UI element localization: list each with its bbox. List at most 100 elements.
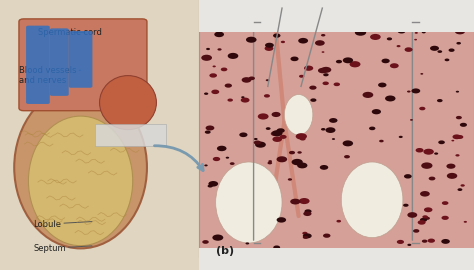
- Circle shape: [209, 181, 218, 187]
- Circle shape: [363, 92, 374, 98]
- Text: Spermatic cord: Spermatic cord: [38, 28, 102, 37]
- Circle shape: [379, 140, 383, 142]
- Circle shape: [434, 153, 438, 155]
- Circle shape: [420, 191, 430, 197]
- Circle shape: [225, 83, 232, 88]
- Circle shape: [460, 123, 467, 127]
- Circle shape: [438, 50, 442, 53]
- Circle shape: [447, 173, 457, 179]
- Circle shape: [398, 29, 406, 33]
- Circle shape: [422, 215, 428, 218]
- Circle shape: [420, 218, 427, 222]
- Circle shape: [201, 55, 212, 61]
- Circle shape: [326, 24, 332, 28]
- Circle shape: [212, 235, 223, 241]
- Circle shape: [228, 99, 233, 102]
- Circle shape: [456, 135, 463, 139]
- Circle shape: [438, 140, 445, 144]
- Circle shape: [461, 184, 465, 187]
- Circle shape: [349, 61, 361, 68]
- Circle shape: [230, 162, 235, 165]
- Circle shape: [322, 82, 329, 85]
- Circle shape: [397, 45, 401, 47]
- FancyBboxPatch shape: [199, 0, 474, 256]
- Circle shape: [204, 164, 208, 166]
- Circle shape: [293, 26, 304, 32]
- Circle shape: [241, 96, 245, 98]
- Circle shape: [210, 19, 219, 24]
- Circle shape: [329, 118, 337, 123]
- Circle shape: [337, 220, 341, 222]
- Circle shape: [321, 27, 329, 31]
- Circle shape: [280, 135, 287, 139]
- Circle shape: [405, 47, 412, 52]
- Circle shape: [201, 20, 212, 26]
- Circle shape: [447, 164, 456, 169]
- Circle shape: [428, 177, 436, 180]
- Circle shape: [390, 63, 399, 68]
- Circle shape: [266, 24, 272, 28]
- Circle shape: [326, 127, 336, 133]
- Circle shape: [441, 239, 450, 244]
- Circle shape: [310, 17, 316, 21]
- Circle shape: [255, 141, 266, 148]
- Circle shape: [315, 40, 325, 46]
- Circle shape: [206, 48, 210, 50]
- Circle shape: [206, 126, 214, 130]
- Ellipse shape: [14, 86, 147, 248]
- Ellipse shape: [100, 76, 156, 130]
- Circle shape: [421, 163, 432, 169]
- Circle shape: [271, 131, 279, 136]
- Circle shape: [407, 212, 417, 218]
- Circle shape: [410, 119, 413, 121]
- Circle shape: [404, 174, 412, 178]
- Circle shape: [202, 240, 209, 244]
- Circle shape: [261, 115, 265, 118]
- Circle shape: [459, 27, 465, 31]
- Circle shape: [291, 56, 299, 61]
- Circle shape: [281, 41, 285, 43]
- Circle shape: [246, 37, 256, 43]
- FancyBboxPatch shape: [50, 28, 69, 96]
- Circle shape: [372, 109, 381, 114]
- Ellipse shape: [341, 162, 403, 238]
- Circle shape: [424, 207, 432, 212]
- Circle shape: [451, 140, 454, 141]
- Circle shape: [273, 245, 280, 249]
- Circle shape: [204, 93, 208, 95]
- Circle shape: [344, 155, 350, 158]
- Circle shape: [309, 86, 317, 90]
- FancyBboxPatch shape: [95, 124, 166, 146]
- Circle shape: [448, 48, 455, 52]
- Circle shape: [303, 211, 311, 216]
- Circle shape: [272, 112, 281, 117]
- Circle shape: [447, 27, 450, 29]
- Circle shape: [296, 133, 307, 140]
- Circle shape: [456, 116, 462, 119]
- Circle shape: [273, 136, 282, 142]
- FancyBboxPatch shape: [0, 0, 199, 270]
- Circle shape: [320, 165, 328, 170]
- Circle shape: [289, 151, 295, 154]
- Circle shape: [266, 127, 271, 130]
- FancyBboxPatch shape: [199, 0, 474, 32]
- Circle shape: [208, 185, 213, 188]
- Circle shape: [266, 79, 269, 81]
- Circle shape: [297, 151, 302, 154]
- Circle shape: [265, 43, 274, 48]
- FancyBboxPatch shape: [19, 19, 147, 111]
- Circle shape: [419, 107, 426, 110]
- Circle shape: [378, 83, 386, 87]
- Circle shape: [241, 97, 249, 103]
- Circle shape: [205, 130, 210, 134]
- Circle shape: [242, 77, 251, 83]
- Circle shape: [424, 217, 430, 220]
- Circle shape: [246, 242, 249, 245]
- Circle shape: [273, 33, 281, 38]
- Circle shape: [264, 94, 270, 97]
- Circle shape: [422, 31, 426, 33]
- Circle shape: [236, 26, 243, 30]
- Circle shape: [254, 140, 261, 145]
- Circle shape: [302, 232, 308, 235]
- Circle shape: [297, 163, 308, 168]
